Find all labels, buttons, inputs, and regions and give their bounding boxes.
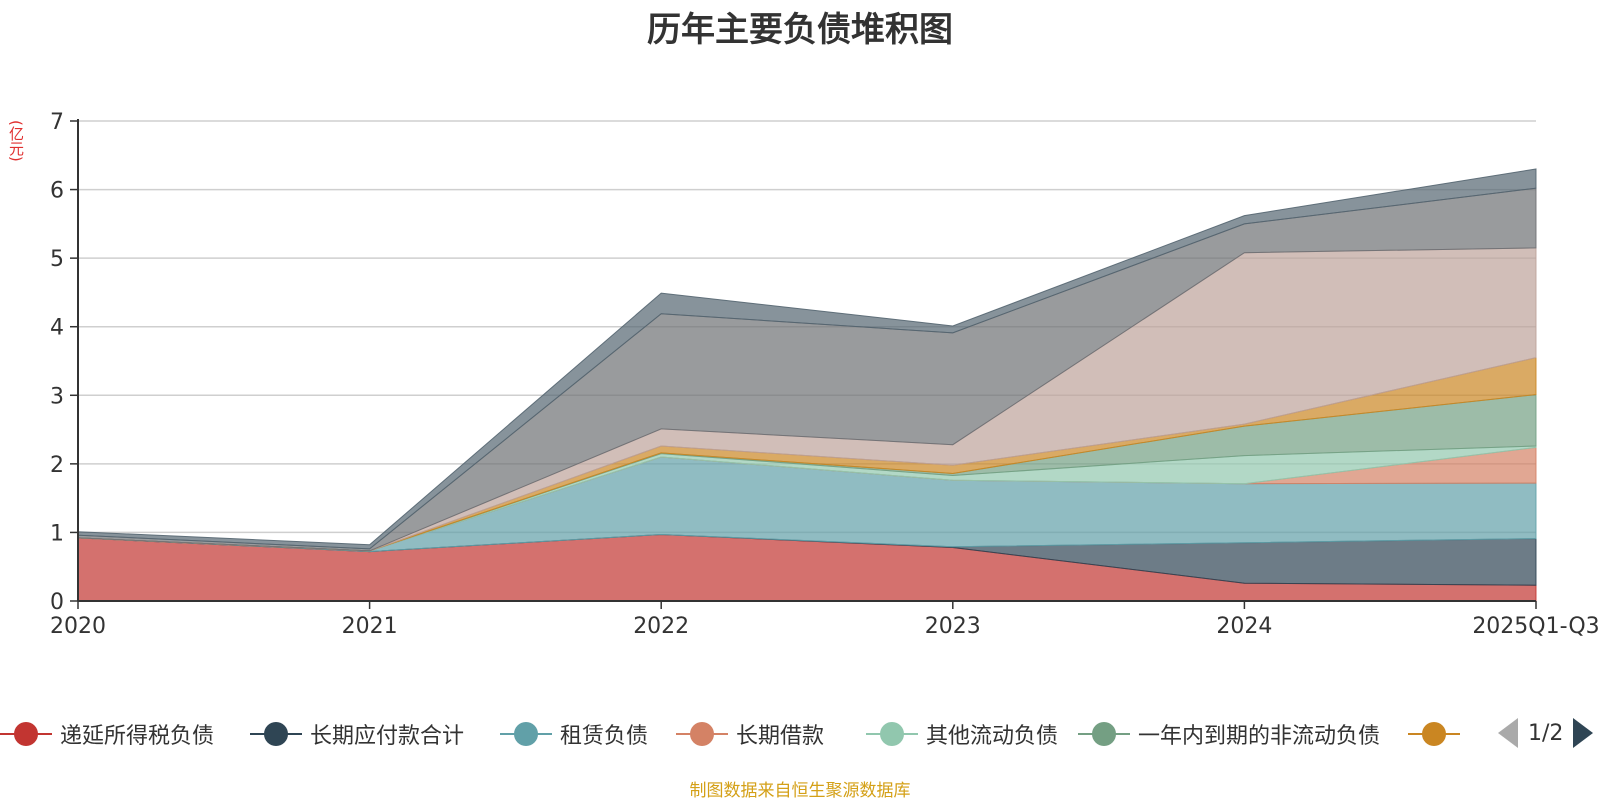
- y-axis-unit: (亿元): [7, 120, 25, 162]
- legend-label: 长期借款: [736, 724, 825, 749]
- legend-item[interactable]: 租赁负债: [500, 717, 648, 751]
- legend-item[interactable]: [1408, 717, 1468, 751]
- legend-item[interactable]: 长期应付款合计: [250, 717, 464, 751]
- y-tick-label: 0: [50, 590, 64, 615]
- legend-label: 长期应付款合计: [310, 724, 465, 749]
- legend-item[interactable]: 长期借款: [676, 717, 824, 751]
- legend-marker-icon: [250, 719, 302, 749]
- x-tick-label: 2023: [925, 614, 981, 639]
- legend-marker-icon: [866, 719, 918, 749]
- legend-item[interactable]: 其他流动负债: [866, 717, 1058, 751]
- y-tick-label: 1: [50, 521, 64, 546]
- y-tick-label: 6: [50, 179, 64, 204]
- legend-pager: 1/2: [1498, 715, 1594, 751]
- legend-next-page-button[interactable]: [1573, 718, 1594, 748]
- legend-prev-page-button[interactable]: [1498, 718, 1518, 748]
- chart-title: 历年主要负债堆积图: [647, 10, 953, 50]
- legend-label: 一年内到期的非流动负债: [1138, 724, 1381, 749]
- legend-label: 租赁负债: [560, 724, 649, 749]
- x-tick-label: 2024: [1216, 614, 1272, 639]
- legend-item[interactable]: 递延所得税负债: [0, 717, 214, 751]
- y-tick-label: 2: [50, 453, 64, 478]
- legend-marker-icon: [500, 719, 552, 749]
- y-tick-label: 7: [50, 110, 64, 135]
- y-tick-label: 5: [50, 247, 64, 272]
- legend-marker-icon: [676, 719, 728, 749]
- y-tick-label: 3: [50, 384, 64, 409]
- area-series-9[interactable]: [77, 168, 1537, 550]
- y-tick-label: 4: [50, 316, 64, 341]
- legend-page-indicator: 1/2: [1528, 720, 1564, 746]
- x-tick-label: 2021: [342, 614, 398, 639]
- legend-item[interactable]: 一年内到期的非流动负债: [1078, 717, 1380, 751]
- source-note: 制图数据来自恒生聚源数据库: [689, 781, 911, 801]
- chart-legend: 递延所得税负债 长期应付款合计 租赁负债 长期借款 其他流动负债 一年内到期的非流动负债: [0, 717, 1600, 751]
- legend-label: 其他流动负债: [926, 724, 1059, 749]
- legend-label: 递延所得税负债: [60, 724, 215, 749]
- legend-marker-icon: [1408, 719, 1460, 749]
- chart-plot: 0 1 2 3 4 5 6 7 2020 2021 2022 2023 2024 2025Q1-Q3: [50, 110, 1600, 639]
- legend-marker-icon: [0, 719, 52, 749]
- x-tick-label: 2022: [633, 614, 689, 639]
- legend-marker-icon: [1078, 719, 1130, 749]
- x-tick-label: 2025Q1-Q3: [1472, 614, 1599, 639]
- x-tick-label: 2020: [50, 614, 106, 639]
